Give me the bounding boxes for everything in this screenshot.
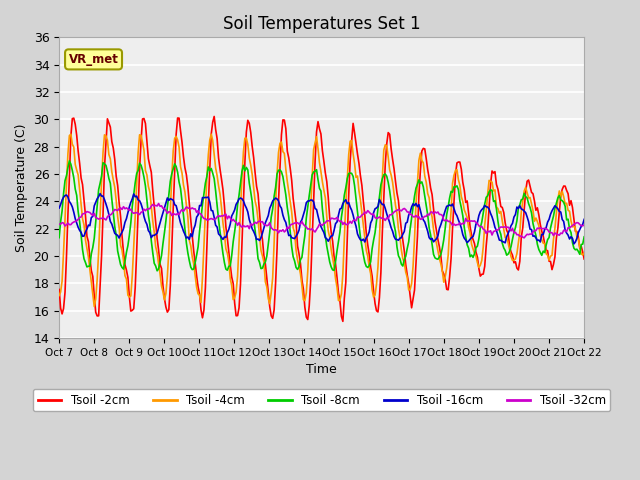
Tsoil -32cm xyxy=(239,223,247,228)
Tsoil -2cm xyxy=(239,199,247,205)
Y-axis label: Soil Temperature (C): Soil Temperature (C) xyxy=(15,123,28,252)
Tsoil -8cm xyxy=(65,158,73,164)
Tsoil -32cm xyxy=(520,235,528,240)
Tsoil -4cm xyxy=(288,209,296,215)
Tsoil -32cm xyxy=(55,221,63,227)
Tsoil -4cm xyxy=(55,293,63,299)
Tsoil -8cm xyxy=(554,195,562,201)
Tsoil -16cm xyxy=(231,207,239,213)
Tsoil -4cm xyxy=(554,197,562,203)
Tsoil -8cm xyxy=(55,235,63,240)
Tsoil -2cm xyxy=(55,287,63,292)
Tsoil -2cm xyxy=(339,318,347,324)
Tsoil -8cm xyxy=(580,234,588,240)
Tsoil -8cm xyxy=(214,216,222,222)
Line: Tsoil -2cm: Tsoil -2cm xyxy=(59,117,584,321)
Line: Tsoil -4cm: Tsoil -4cm xyxy=(59,134,584,307)
Tsoil -16cm xyxy=(121,219,129,225)
X-axis label: Time: Time xyxy=(307,363,337,376)
Tsoil -2cm xyxy=(211,114,218,120)
Tsoil -8cm xyxy=(288,244,296,250)
Tsoil -16cm xyxy=(286,232,294,238)
Tsoil -2cm xyxy=(554,226,562,231)
Tsoil -8cm xyxy=(232,217,240,223)
Tsoil -4cm xyxy=(580,250,588,256)
Tsoil -32cm xyxy=(286,222,294,228)
Title: Soil Temperatures Set 1: Soil Temperatures Set 1 xyxy=(223,15,420,33)
Text: VR_met: VR_met xyxy=(68,53,118,66)
Tsoil -4cm xyxy=(121,273,129,278)
Tsoil -8cm xyxy=(241,168,249,174)
Tsoil -16cm xyxy=(213,224,221,230)
Tsoil -2cm xyxy=(580,256,588,262)
Tsoil -2cm xyxy=(286,166,294,171)
Tsoil -2cm xyxy=(120,250,127,255)
Tsoil -32cm xyxy=(580,222,588,228)
Tsoil -32cm xyxy=(231,218,239,224)
Tsoil -16cm xyxy=(239,198,247,204)
Legend: Tsoil -2cm, Tsoil -4cm, Tsoil -8cm, Tsoil -16cm, Tsoil -32cm: Tsoil -2cm, Tsoil -4cm, Tsoil -8cm, Tsoi… xyxy=(33,389,611,411)
Tsoil -32cm xyxy=(554,232,562,238)
Line: Tsoil -32cm: Tsoil -32cm xyxy=(59,204,584,238)
Tsoil -4cm xyxy=(207,132,215,137)
Tsoil -8cm xyxy=(154,268,161,274)
Tsoil -4cm xyxy=(214,183,222,189)
Line: Tsoil -16cm: Tsoil -16cm xyxy=(59,193,584,244)
Tsoil -16cm xyxy=(580,216,588,222)
Tsoil -2cm xyxy=(213,136,221,142)
Tsoil -32cm xyxy=(155,201,163,206)
Tsoil -16cm xyxy=(552,204,560,210)
Tsoil -16cm xyxy=(96,191,104,196)
Line: Tsoil -8cm: Tsoil -8cm xyxy=(59,161,584,271)
Tsoil -4cm xyxy=(241,135,249,141)
Tsoil -4cm xyxy=(90,304,98,310)
Tsoil -2cm xyxy=(231,300,239,306)
Tsoil -8cm xyxy=(121,259,129,264)
Tsoil -32cm xyxy=(213,214,221,220)
Tsoil -32cm xyxy=(120,204,127,210)
Tsoil -4cm xyxy=(232,289,240,295)
Tsoil -16cm xyxy=(55,205,63,211)
Tsoil -16cm xyxy=(570,241,578,247)
